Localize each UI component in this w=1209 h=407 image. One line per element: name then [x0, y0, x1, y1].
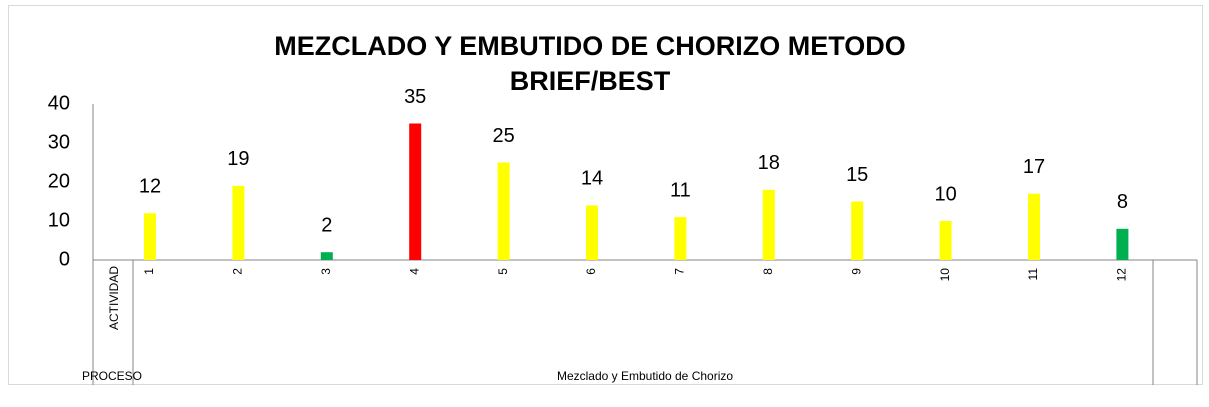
y-tick-label: 10 [48, 209, 70, 231]
x-tick-label: 9 [849, 268, 863, 275]
data-label: 10 [934, 183, 956, 205]
data-label: 25 [492, 125, 514, 147]
y-tick-label: 0 [59, 248, 70, 270]
bar [232, 185, 245, 260]
data-label: 14 [581, 168, 603, 190]
data-label: 15 [846, 164, 868, 186]
x-tick-label: 8 [761, 268, 775, 275]
bar [409, 123, 422, 260]
bar [851, 201, 864, 260]
data-label: 11 [670, 179, 691, 201]
x-tick-label: 1 [142, 268, 156, 275]
bar [586, 205, 598, 260]
chart-title: BRIEF/BEST [510, 66, 671, 96]
x-tick-label: 5 [496, 268, 510, 275]
x-tick-label: 3 [319, 268, 333, 275]
data-label: 8 [1117, 191, 1128, 213]
bar [144, 213, 156, 260]
x-tick-label: 4 [407, 268, 421, 275]
bar [674, 217, 687, 260]
y-tick-label: 20 [48, 170, 70, 192]
bar [1116, 228, 1129, 260]
x-tick-label: 10 [938, 268, 952, 282]
x-tick-label: 12 [1115, 268, 1129, 282]
chart-frame [8, 5, 1203, 385]
x-tick-label: 2 [231, 268, 245, 275]
data-label: 18 [758, 152, 780, 174]
group-label: Mezclado y Embutido de Chorizo [557, 369, 733, 383]
x-tick-label: ACTIVIDAD [107, 266, 121, 330]
y-tick-label: 30 [48, 131, 70, 153]
data-label: 35 [404, 86, 426, 108]
data-label: 12 [139, 175, 161, 197]
data-label: 17 [1023, 156, 1045, 178]
bar [1028, 193, 1040, 260]
data-label: 19 [227, 148, 249, 170]
x-tick-label: 7 [673, 268, 687, 275]
bar [497, 162, 510, 260]
bar [939, 221, 952, 260]
chart-title: MEZCLADO Y EMBUTIDO DE CHORIZO METODO [274, 31, 906, 61]
x-tick-label: 6 [584, 268, 598, 275]
y-tick-label: 40 [48, 92, 70, 114]
bar [762, 189, 775, 260]
data-label: 2 [321, 214, 332, 236]
bar [320, 252, 333, 260]
x-tick-label: 11 [1026, 268, 1040, 281]
group-label: PROCESO [82, 369, 142, 383]
